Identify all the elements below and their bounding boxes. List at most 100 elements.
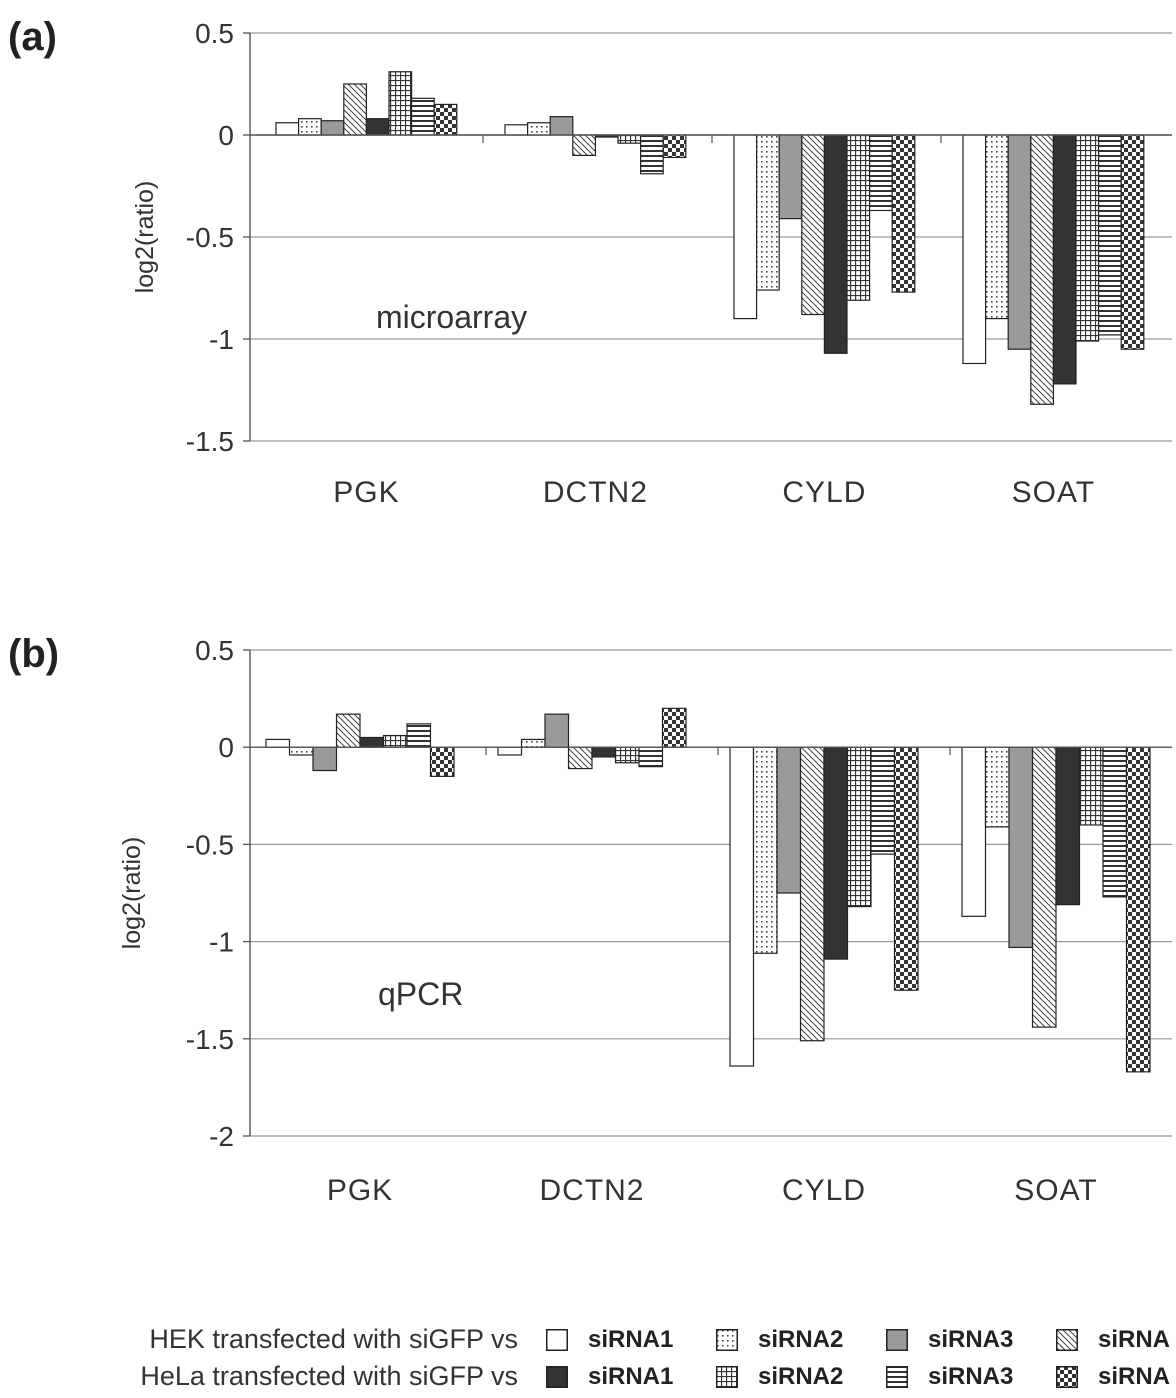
bar: HEK siRNA4 DCTN2: -0.11 <box>567 746 593 770</box>
bar: HeLa siRNA1 SOAT: -0.81 <box>1055 746 1081 906</box>
category-label: PGK <box>327 1174 393 1207</box>
bar: HEK siRNA2 CYLD: -1.06 <box>752 746 778 954</box>
axes <box>249 650 1172 1136</box>
bar: HeLa siRNA4 SOAT: -1.67 <box>1125 746 1151 1073</box>
y-tick-label: -1.5 <box>186 1024 234 1055</box>
legend-swatch <box>886 1366 908 1388</box>
bar: HEK siRNA1 DCTN2: 0.05 <box>504 124 529 136</box>
panel-a: (a) log2(ratio) 0.5 0 -0.5 -1 -1.5 HEK siRNA… <box>8 15 1172 509</box>
panel-b: (b) log2(ratio) 0.5 0 -0.5 -1 -1.5 -2 HEK siR… <box>8 632 1172 1207</box>
axes <box>249 33 1172 441</box>
bar: HeLa siRNA3 CYLD: -0.55 <box>870 746 896 855</box>
bar: HeLa siRNA3 PGK: 0.18 <box>411 97 435 136</box>
bar: HeLa siRNA2 PGK: 0.06 <box>382 734 408 748</box>
bar: HEK siRNA2 CYLD: -0.76 <box>755 134 780 291</box>
legend-swatch <box>1056 1366 1078 1388</box>
bar: HeLa siRNA2 DCTN2: -0.08 <box>614 746 640 764</box>
bar: HEK siRNA3 DCTN2: 0.17 <box>544 713 570 748</box>
category-label: DCTN2 <box>543 476 648 509</box>
bar: HeLa siRNA4 DCTN2: 0.2 <box>661 707 687 748</box>
bar: HEK siRNA3 DCTN2: 0.09 <box>549 116 574 136</box>
bars: HEK siRNA1 PGK: 0.06 HEK siRNA1 DCTN2: 0.… <box>275 71 1145 405</box>
bar: HEK siRNA4 DCTN2: -0.1 <box>572 134 596 156</box>
legend-row-hek: HEK transfected with siGFP vs siRNA1 siR… <box>0 1322 1176 1358</box>
legend-swatch <box>716 1329 738 1351</box>
bar: HeLa siRNA4 CYLD: -0.77 <box>891 134 916 293</box>
bar: HeLa siRNA4 SOAT: -1.05 <box>1120 134 1145 350</box>
category-label: PGK <box>333 476 399 509</box>
legend-swatch <box>546 1329 568 1351</box>
annotation: qPCR <box>378 976 463 1012</box>
y-tick-label: -1 <box>209 927 234 958</box>
bar: HEK siRNA1 PGK: 0.06 <box>275 122 300 136</box>
panel-label: (a) <box>8 15 57 59</box>
bar: HEK siRNA4 PGK: 0.17 <box>335 713 361 748</box>
bar: HeLa siRNA2 SOAT: -1.01 <box>1075 134 1100 342</box>
legend-row-hela: HeLa transfected with siGFP vs siRNA1 si… <box>0 1359 1176 1395</box>
bar: HEK siRNA4 SOAT: -1.44 <box>1031 746 1057 1028</box>
legend-swatch <box>1056 1329 1078 1351</box>
bar: HeLa siRNA4 PGK: 0.15 <box>433 103 458 136</box>
legend-text: siRNA2 <box>758 1363 844 1390</box>
legend-text: siRNA <box>1098 1326 1171 1353</box>
bar: HEK siRNA4 SOAT: -1.32 <box>1030 134 1055 405</box>
category-label: SOAT <box>1012 476 1095 509</box>
bar: HEK siRNA4 CYLD: -0.88 <box>801 134 825 316</box>
category-label: CYLD <box>782 1174 866 1207</box>
y-tick-label: -0.5 <box>186 829 234 860</box>
legend-swatch <box>886 1329 908 1351</box>
bar: HEK siRNA1 CYLD: -1.64 <box>729 746 755 1067</box>
bar: HEK siRNA3 CYLD: -0.75 <box>776 746 802 894</box>
bar: HEK siRNA3 CYLD: -0.41 <box>778 134 803 220</box>
legend-text: siRNA1 <box>588 1326 674 1353</box>
legend-text: siRNA <box>1098 1363 1171 1390</box>
legend-row-label: HEK transfected with siGFP vs <box>149 1324 518 1354</box>
bar: HEK siRNA1 SOAT: -1.12 <box>962 134 987 365</box>
bar: HeLa siRNA1 PGK: 0.05 <box>359 736 385 748</box>
category-label: DCTN2 <box>539 1174 644 1207</box>
bar: HeLa siRNA3 SOAT: -0.77 <box>1102 746 1128 898</box>
bar: HeLa siRNA2 DCTN2: -0.04 <box>617 134 642 144</box>
legend-text: siRNA3 <box>928 1326 1014 1353</box>
bar: HEK siRNA4 PGK: 0.25 <box>343 83 367 136</box>
bar: HEK siRNA2 DCTN2: 0.04 <box>520 738 546 748</box>
bar: HEK siRNA1 PGK: 0.04 <box>265 738 291 748</box>
bar: HEK siRNA4 CYLD: -1.51 <box>799 746 825 1042</box>
bar: HeLa siRNA1 PGK: 0.08 <box>365 118 390 136</box>
y-tick-label: 0 <box>218 732 234 763</box>
category-labels: PGK DCTN2 CYLD SOAT <box>333 476 1095 509</box>
bar: HEK siRNA2 SOAT: -0.41 <box>984 746 1010 828</box>
bar: HeLa siRNA3 CYLD: -0.37 <box>868 134 893 212</box>
panel-label: (b) <box>8 632 59 676</box>
category-label: CYLD <box>782 476 866 509</box>
bar: HEK siRNA3 PGK: -0.12 <box>312 746 338 772</box>
y-tick-label: -2 <box>209 1121 234 1152</box>
bar: HeLa siRNA4 CYLD: -1.25 <box>893 746 919 991</box>
bar: HEK siRNA3 SOAT: -1.05 <box>1007 134 1032 350</box>
bar: HEK siRNA1 CYLD: -0.9 <box>733 134 758 320</box>
annotation: microarray <box>376 299 527 335</box>
category-labels: PGK DCTN2 CYLD SOAT <box>327 1174 1097 1207</box>
bar: HeLa siRNA1 DCTN2: -0.05 <box>591 746 617 758</box>
bar: HEK siRNA1 SOAT: -0.87 <box>961 746 987 917</box>
bar: HeLa siRNA1 SOAT: -1.22 <box>1052 134 1077 385</box>
bars: HEK siRNA1 PGK: 0.04 HEK siRNA1 DCTN2: -0… <box>265 707 1151 1073</box>
bar: HeLa siRNA2 CYLD: -0.82 <box>846 746 872 908</box>
y-tick-label: -0.5 <box>186 222 234 253</box>
bar: HeLa siRNA2 SOAT: -0.4 <box>1078 746 1104 826</box>
bar: HEK siRNA3 PGK: 0.07 <box>320 120 345 136</box>
bar: HEK siRNA2 PGK: -0.04 <box>288 746 314 756</box>
y-tick-label: -1 <box>209 324 234 355</box>
legend-text: siRNA1 <box>588 1363 674 1390</box>
category-label: SOAT <box>1014 1174 1097 1207</box>
legend-text: siRNA2 <box>758 1326 844 1353</box>
bar: HEK siRNA3 SOAT: -1.03 <box>1008 746 1034 949</box>
y-ticks: 0.5 0 -0.5 -1 -1.5 <box>186 18 250 457</box>
legend-swatch <box>716 1366 738 1388</box>
bar: HeLa siRNA1 CYLD: -1.09 <box>823 746 849 960</box>
bar: HeLa siRNA2 PGK: 0.31 <box>388 71 413 136</box>
legend-row-label: HeLa transfected with siGFP vs <box>140 1361 518 1391</box>
bar: HeLa siRNA3 DCTN2: -0.1 <box>638 746 664 768</box>
bar: HEK siRNA2 PGK: 0.08 <box>298 118 322 136</box>
